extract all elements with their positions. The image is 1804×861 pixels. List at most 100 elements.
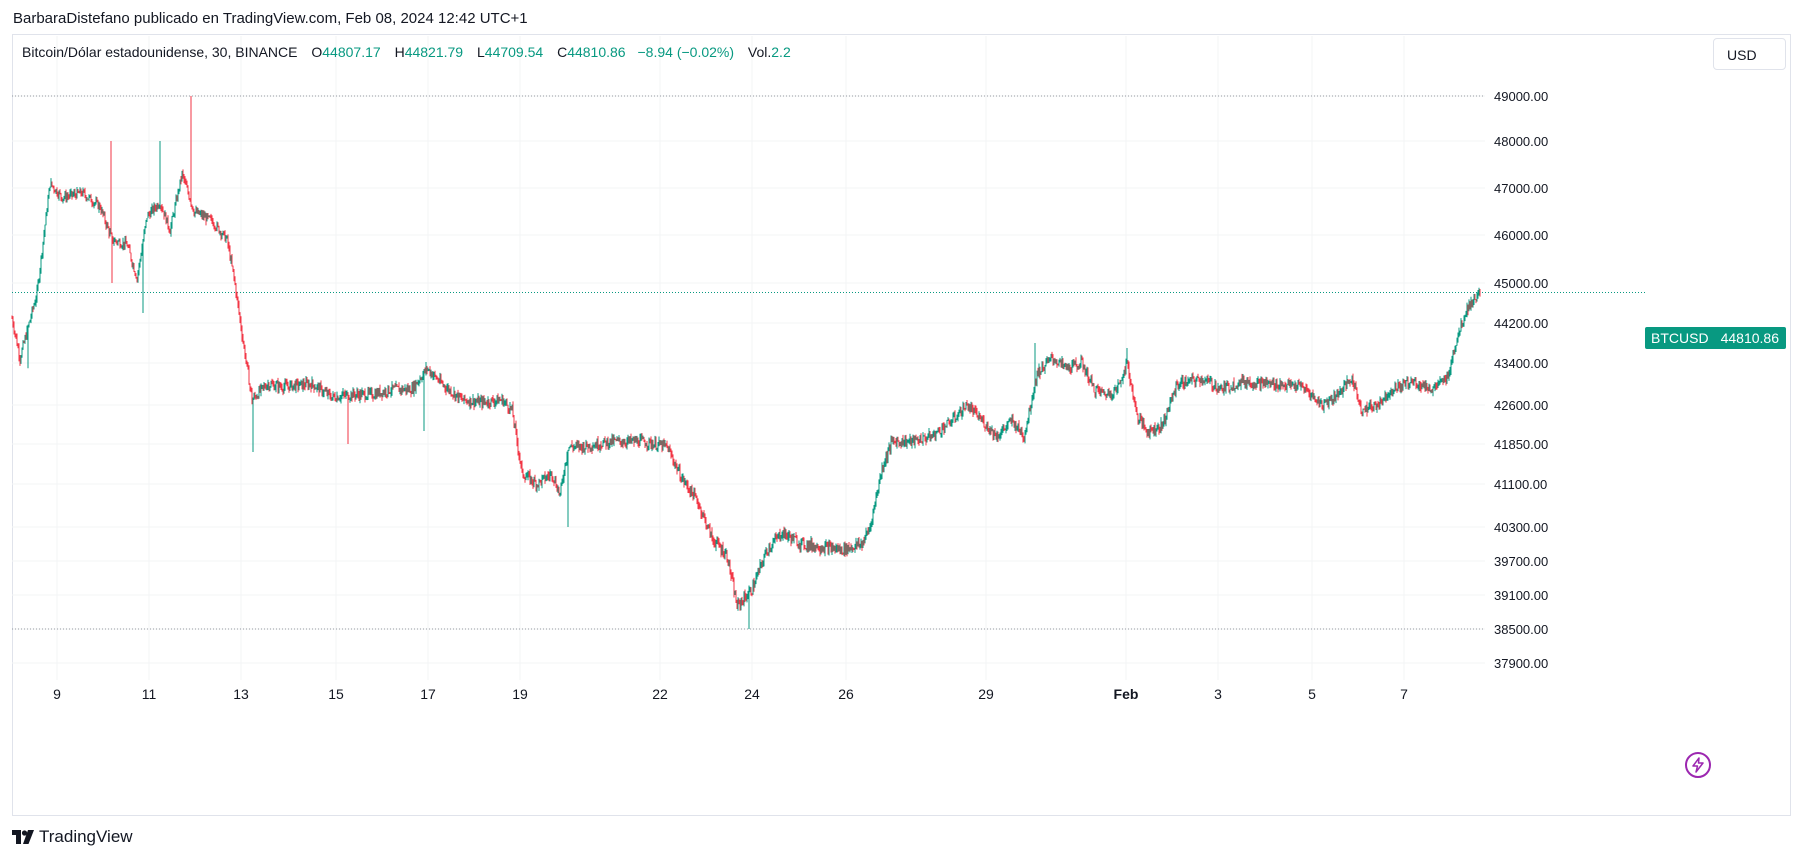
candle-body — [969, 407, 971, 411]
candle-body — [150, 210, 152, 218]
candle-body — [1048, 358, 1050, 361]
candle-body — [824, 544, 826, 552]
candle-body — [557, 488, 559, 492]
candle-body — [1398, 383, 1400, 385]
candle-body — [322, 393, 324, 395]
candle-body — [636, 439, 638, 443]
candle-body — [1009, 419, 1011, 421]
candle-body — [751, 594, 753, 596]
candle-body — [32, 308, 34, 310]
candle-body — [201, 212, 203, 217]
candle-body — [522, 469, 524, 477]
candle-body — [1155, 431, 1157, 433]
candle-body — [1144, 425, 1146, 428]
candle-body — [378, 388, 380, 396]
candle-body — [492, 398, 494, 402]
candle-body — [1370, 403, 1372, 407]
candle-body — [498, 399, 500, 404]
candle-body — [245, 357, 247, 361]
candle-body — [1397, 383, 1399, 390]
candle-body — [941, 426, 943, 434]
candle-body — [200, 212, 202, 214]
candle-body — [1125, 361, 1127, 373]
candle-body — [843, 545, 845, 554]
candle-body — [1356, 388, 1358, 395]
candle-body — [1259, 379, 1261, 388]
candle-body — [1172, 394, 1174, 401]
candle-body — [336, 396, 338, 402]
currency-button[interactable]: USD — [1713, 38, 1786, 70]
candle-body — [1252, 384, 1254, 387]
candle-body — [868, 528, 870, 532]
candle-body — [1026, 422, 1028, 429]
candle-body — [1421, 383, 1423, 389]
candle-body — [266, 385, 268, 389]
candle-body — [1143, 421, 1145, 426]
candle-body — [175, 198, 177, 205]
candle-body — [1100, 389, 1102, 395]
candle-body — [705, 518, 707, 527]
candle-body — [911, 439, 913, 444]
candle-body — [260, 385, 262, 392]
candle-body — [1137, 413, 1139, 421]
candle-body — [688, 489, 690, 491]
candle-body — [993, 430, 995, 437]
footer-brand[interactable]: TradingView — [12, 827, 133, 847]
lightning-icon[interactable] — [1685, 752, 1711, 778]
candle-body — [692, 492, 694, 499]
candle-body — [827, 544, 829, 553]
candle-body — [976, 409, 978, 418]
candle-body — [1110, 392, 1112, 398]
candle-body — [931, 435, 933, 437]
candle-body — [1280, 382, 1282, 386]
candle-body — [65, 193, 67, 200]
candle-body — [608, 444, 610, 447]
candle-body — [99, 204, 101, 209]
candle-body — [369, 390, 371, 393]
high-label: H — [394, 44, 405, 60]
candle-body — [641, 437, 643, 439]
candle-body — [1270, 381, 1272, 386]
candle-body — [812, 546, 814, 549]
candle-body — [1091, 377, 1093, 385]
candle-body — [82, 190, 84, 195]
candle-body — [1162, 422, 1164, 428]
candle-body — [1099, 389, 1101, 395]
candle-body — [1363, 408, 1365, 410]
candle-body — [315, 388, 317, 390]
candle-body — [1302, 387, 1304, 389]
candle-body — [49, 186, 51, 189]
candle-body — [1190, 377, 1192, 382]
candle-body — [446, 388, 448, 391]
candle-body — [774, 536, 776, 541]
candle-body — [1410, 379, 1412, 383]
candle-body — [1056, 361, 1058, 364]
candle-body — [677, 470, 679, 472]
candle-body — [863, 541, 865, 544]
candle-body — [321, 386, 323, 394]
candle-body — [865, 532, 867, 539]
candle-body — [558, 488, 560, 494]
candle-body — [269, 386, 271, 390]
candle-body — [485, 401, 487, 405]
candle-body — [514, 424, 516, 426]
candle-body — [1241, 378, 1243, 383]
candle-body — [18, 347, 20, 358]
candle-body — [628, 437, 630, 442]
candle-body — [902, 438, 904, 446]
candle-body — [859, 544, 861, 546]
chart-frame[interactable] — [12, 34, 1791, 816]
candle-body — [1224, 384, 1226, 390]
candle-body — [307, 382, 309, 388]
candle-body — [1394, 384, 1396, 392]
candle-body — [1128, 365, 1130, 375]
candle-body — [649, 438, 651, 441]
candle-body — [111, 233, 113, 237]
candle-body — [847, 545, 849, 553]
candle-body — [1191, 376, 1193, 382]
candle-body — [215, 228, 217, 230]
candle-body — [668, 448, 670, 452]
candle-body — [1169, 398, 1171, 408]
candle-body — [1060, 359, 1062, 364]
